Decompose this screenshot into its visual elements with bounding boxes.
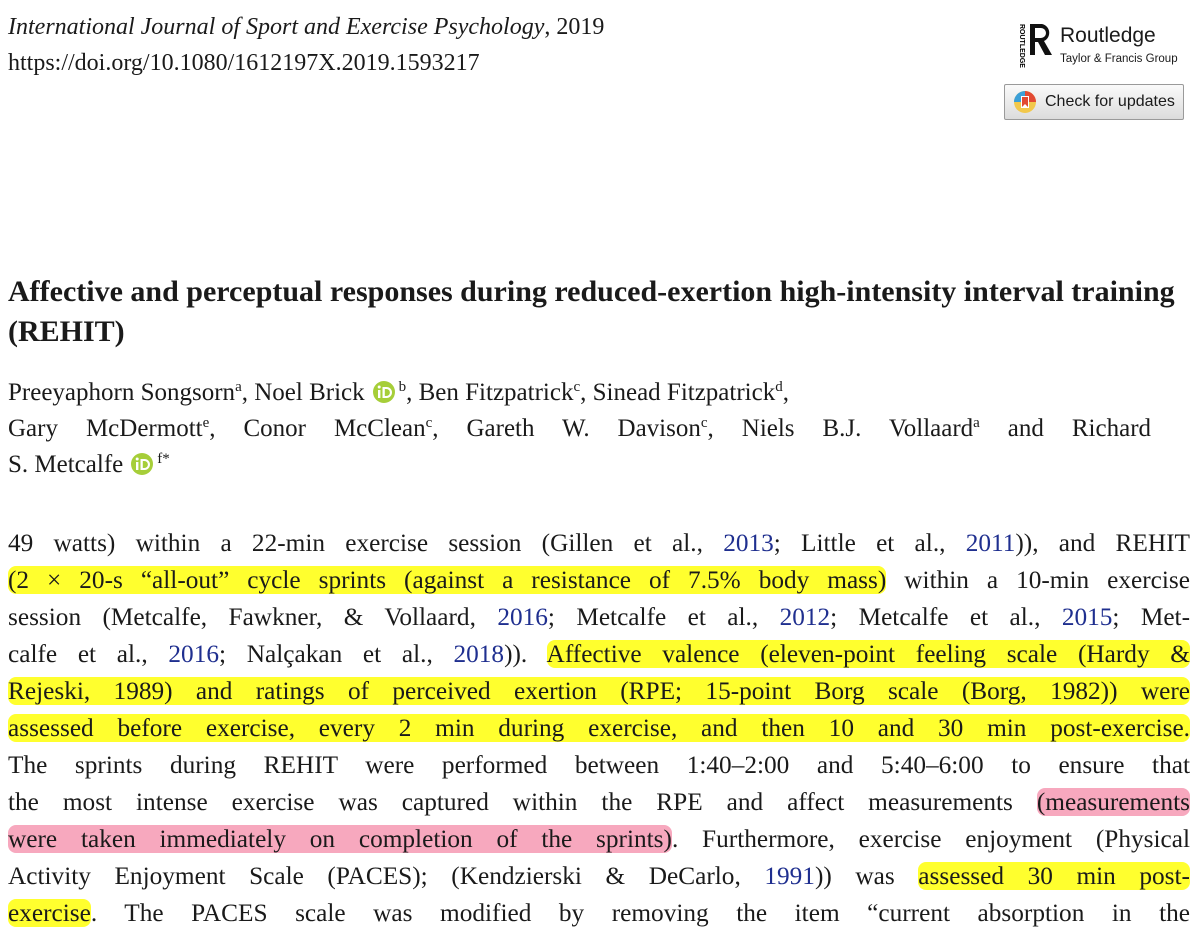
- updates-label: Check for updates: [1045, 93, 1175, 110]
- doi: https://doi.org/10.1080/1612197X.2019.15…: [8, 50, 480, 76]
- author-name: , Sinead Fitzpatrick: [580, 379, 776, 406]
- orcid-icon: [131, 453, 154, 475]
- yellow-run: Affective valence (eleven-point feeling …: [546, 640, 1190, 668]
- text-run: ; Metcalfe et al.,: [547, 603, 780, 631]
- text-line: 49 watts) within a 22-min exercise sessi…: [8, 525, 1190, 562]
- authors: Preeyaphorn Songsorna, Noel Brick b, Ben …: [8, 375, 1151, 483]
- orcid: [372, 378, 395, 414]
- text-run: . The PACES scale was modified by removi…: [90, 899, 1190, 927]
- text-line: session (Metcalfe, Fawkner, & Vollaard, …: [8, 599, 1190, 636]
- text-line: the most intense exercise was captured w…: [8, 784, 1190, 821]
- check-updates-button[interactable]: Check for updates: [1004, 84, 1184, 120]
- journal-year: , 2019: [544, 14, 605, 40]
- text-run: )).: [504, 640, 547, 668]
- author-name: and Richard: [979, 415, 1151, 442]
- text-run: session (Metcalfe, Fawkner, & Vollaard,: [8, 603, 498, 631]
- text-run: )), and REHIT: [1015, 529, 1190, 557]
- author-name: S. Metcalfe: [8, 451, 124, 478]
- text-run: ; Met-: [1112, 603, 1190, 631]
- text-line: Rejeski, 1989) and ratings of perceived …: [8, 673, 1190, 710]
- text-run: )) was: [814, 862, 919, 890]
- text-run: the most intense exercise was captured w…: [8, 788, 1037, 816]
- author-name: ,: [782, 379, 789, 406]
- text-run: calfe et al.,: [8, 640, 169, 668]
- author-name: Gary McDermott: [8, 415, 203, 442]
- link-run: 2018: [453, 640, 505, 668]
- text-line: assessed before exercise, every 2 min du…: [8, 710, 1190, 747]
- yellow-run: assessed before exercise, every 2 min du…: [8, 714, 1190, 742]
- text-line: were taken immediately on completion of …: [8, 821, 1190, 858]
- yellow-run: exercise: [8, 899, 91, 927]
- text-line: (2 × 20-s “all-out” cycle sprints (again…: [8, 562, 1190, 599]
- author-line: Gary McDermotte, Conor McCleanc, Gareth …: [8, 411, 1151, 447]
- yellow-run: assessed 30 min post-: [918, 862, 1190, 890]
- body-text: 49 watts) within a 22-min exercise sessi…: [8, 525, 1190, 932]
- author-name: , Gareth W. Davison: [432, 415, 701, 442]
- author-name: , Noel Brick: [241, 379, 365, 406]
- text-run: Activity Enjoyment Scale (PACES); (Kendz…: [8, 862, 765, 890]
- link-run: 1991: [764, 862, 815, 890]
- affiliation: b: [398, 379, 407, 395]
- link-run: 2016: [168, 640, 219, 668]
- affiliation: d: [775, 379, 783, 395]
- pink-run: (measurements: [1036, 788, 1190, 816]
- author-name: , Ben Fitzpatrick: [406, 379, 574, 406]
- text-run: ; Metcalfe et al.,: [830, 603, 1062, 631]
- orcid-icon: [372, 381, 395, 403]
- logo-mark: [1030, 24, 1052, 55]
- affiliation: f*: [157, 451, 170, 467]
- affiliation: a: [235, 379, 242, 395]
- author-line: Preeyaphorn Songsorna, Noel Brick b, Ben …: [8, 375, 1151, 411]
- publisher-group: Taylor & Francis Group: [1060, 53, 1178, 65]
- link-run: 2016: [497, 603, 548, 631]
- text-run: ; Nalçakan et al.,: [218, 640, 454, 668]
- logo-text: ROUTLEDGE: [1018, 24, 1025, 68]
- link-run: 2012: [779, 603, 831, 631]
- link-run: 2013: [723, 529, 774, 557]
- link-run: 2011: [965, 529, 1016, 557]
- author-name: , Niels B.J. Vollaard: [707, 415, 974, 442]
- pink-run: were taken immediately on completion of …: [8, 825, 672, 853]
- updates-icon: [1014, 91, 1036, 113]
- text-line: calfe et al., 2016; Nalçakan et al., 201…: [8, 636, 1190, 673]
- publisher-name: Routledge: [1060, 24, 1156, 47]
- affiliation: a: [973, 415, 980, 431]
- link-run: 2015: [1061, 603, 1113, 631]
- text-run: ; Little et al.,: [773, 529, 966, 557]
- text-run: . Furthermore, exercise enjoyment (Physi…: [671, 825, 1190, 853]
- affiliation: c: [425, 415, 433, 431]
- publisher-logo: ROUTLEDGE: [1018, 24, 1052, 68]
- text-line: exercise. The PACES scale was modified b…: [8, 895, 1190, 932]
- author-name: , Conor McClean: [209, 415, 426, 442]
- orcid: [131, 450, 154, 486]
- text-run: 49 watts) within a 22-min exercise sessi…: [8, 529, 724, 557]
- text-run: within a 10-min exercise: [886, 566, 1190, 594]
- yellow-run: Rejeski, 1989) and ratings of perceived …: [8, 677, 1190, 705]
- affiliation: e: [202, 415, 210, 431]
- text-run: The sprints during REHIT were performed …: [8, 751, 1190, 779]
- yellow-run: (2 × 20-s “all-out” cycle sprints (again…: [8, 566, 887, 594]
- journal-name: International Journal of Sport and Exerc…: [8, 14, 545, 40]
- journal-line: International Journal of Sport and Exerc…: [8, 14, 604, 41]
- author-line: S. Metcalfe f*: [8, 447, 1151, 483]
- text-line: The sprints during REHIT were performed …: [8, 747, 1190, 784]
- affiliation: c: [700, 415, 708, 431]
- article-title: Affective and perceptual responses durin…: [8, 275, 1175, 348]
- author-name: Preeyaphorn Songsorn: [8, 379, 236, 406]
- text-line: Activity Enjoyment Scale (PACES); (Kendz…: [8, 858, 1190, 895]
- affiliation: c: [573, 379, 581, 395]
